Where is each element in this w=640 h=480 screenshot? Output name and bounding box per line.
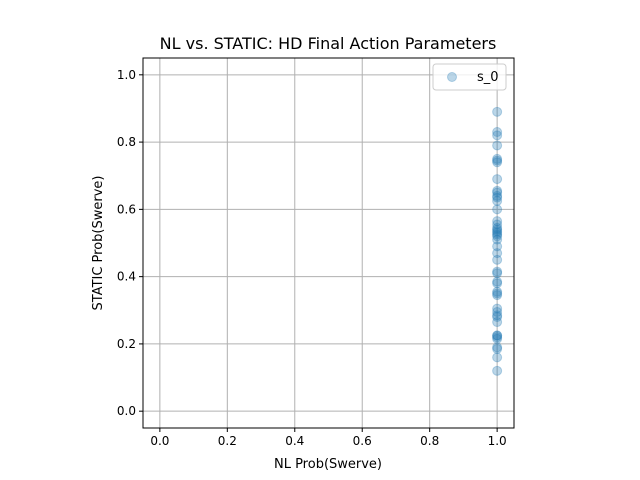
- data-point: [492, 187, 503, 198]
- data-point: [492, 219, 503, 230]
- y-tick-label: 0.6: [117, 202, 136, 216]
- data-point: [492, 254, 503, 265]
- data-point: [492, 153, 503, 164]
- data-point: [492, 222, 503, 233]
- data-point: [492, 342, 503, 353]
- x-tick-label: 0.0: [150, 434, 169, 448]
- data-point: [492, 330, 503, 341]
- data-point: [492, 185, 503, 196]
- legend-box: [432, 63, 507, 91]
- x-tick-label: 0.6: [353, 434, 372, 448]
- data-point: [492, 127, 503, 137]
- plot-area: [143, 58, 514, 428]
- data-point: [492, 332, 503, 343]
- data-point: [492, 229, 503, 240]
- data-point: [492, 231, 503, 242]
- data-point: [492, 343, 503, 354]
- x-tick-label: 0.8: [420, 434, 439, 448]
- data-point: [492, 130, 503, 141]
- data-points: [492, 106, 503, 376]
- data-point: [492, 224, 503, 235]
- data-point: [492, 312, 503, 322]
- y-tick-label: 0.2: [117, 337, 136, 351]
- data-point: [492, 333, 503, 344]
- plot-frame: [142, 57, 515, 429]
- y-tick-label: 0.4: [117, 270, 136, 284]
- y-tick-label: 0.0: [117, 404, 136, 418]
- x-tick-label: 0.2: [218, 434, 237, 448]
- grid-lines: [143, 58, 514, 428]
- y-axis-ticks: 0.0 0.2 0.4 0.6 0.8 1.0: [117, 68, 143, 418]
- x-axis-label: NL Prob(Swerve): [274, 457, 382, 472]
- data-point: [492, 195, 503, 206]
- data-point: [492, 290, 503, 301]
- data-point: [492, 157, 503, 168]
- data-point: [492, 204, 503, 215]
- data-point: [492, 278, 503, 289]
- data-point: [492, 241, 503, 252]
- data-point: [492, 330, 503, 341]
- data-point: [492, 226, 503, 237]
- data-point: [492, 155, 503, 166]
- data-point: [492, 352, 503, 363]
- x-tick-label: 0.4: [285, 434, 304, 448]
- data-point: [492, 106, 503, 117]
- data-point: [492, 306, 503, 317]
- x-axis-ticks: 0.0 0.2 0.4 0.6 0.8 1.0: [150, 428, 507, 448]
- y-tick-label: 1.0: [117, 68, 136, 82]
- data-point: [492, 276, 503, 287]
- data-point: [492, 365, 503, 376]
- data-point: [492, 288, 503, 299]
- data-point: [492, 140, 503, 151]
- x-tick-label: 1.0: [488, 434, 507, 448]
- data-point: [492, 190, 503, 201]
- data-point: [492, 266, 503, 277]
- data-point: [492, 268, 503, 279]
- data-point: [492, 216, 503, 227]
- data-point: [492, 317, 503, 328]
- data-point: [492, 234, 503, 245]
- data-point: [492, 192, 503, 203]
- data-point: [492, 286, 503, 297]
- data-point: [492, 303, 503, 314]
- legend: s_0: [432, 63, 507, 91]
- data-point: [492, 248, 503, 259]
- y-axis-label: STATIC Prob(Swerve): [91, 176, 106, 311]
- chart-title: NL vs. STATIC: HD Final Action Parameter…: [160, 34, 497, 53]
- data-point: [492, 227, 503, 238]
- y-tick-label: 0.8: [117, 135, 136, 149]
- legend-label: s_0: [477, 70, 499, 85]
- legend-marker: [447, 72, 457, 82]
- data-point: [492, 310, 503, 321]
- data-point: [492, 174, 503, 185]
